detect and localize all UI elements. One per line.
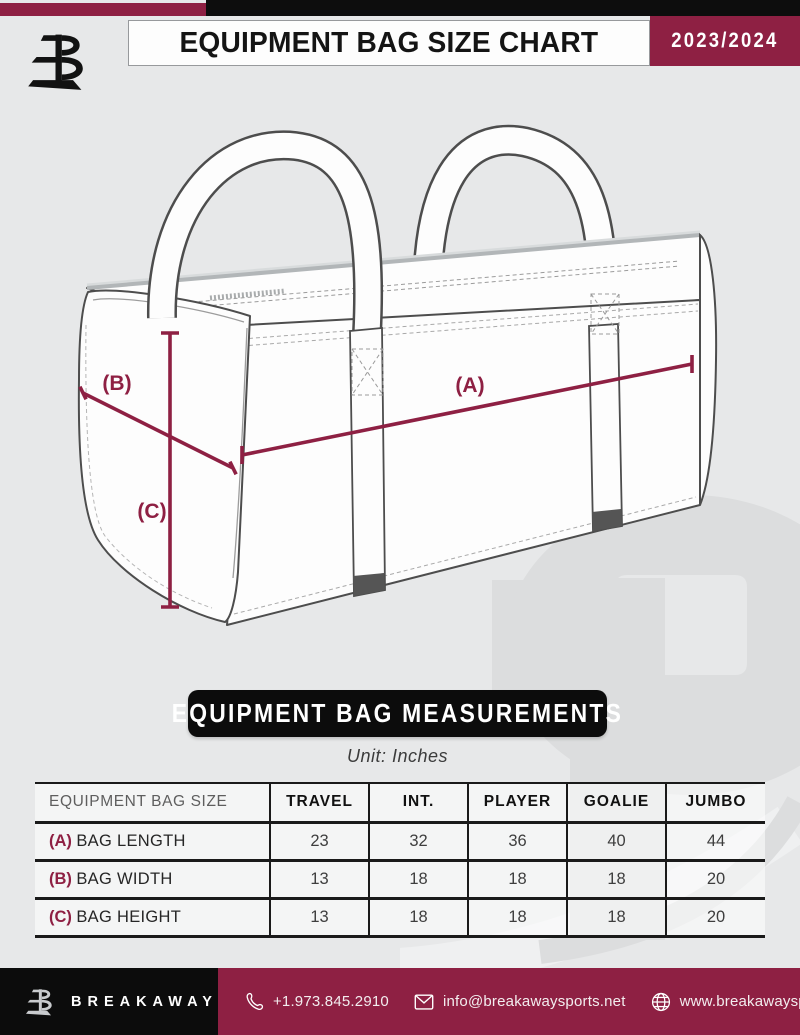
- bag-straps: [349, 293, 623, 598]
- brand-logo-icon: [24, 23, 94, 98]
- website-url: www.breakawaysports.net: [679, 993, 800, 1010]
- cell-value: 18: [566, 898, 666, 936]
- header-black-strip: [206, 0, 800, 16]
- email-address: info@breakawaysports.net: [442, 993, 626, 1010]
- header-accent-strip: [0, 3, 206, 16]
- cell-value: 18: [467, 860, 567, 898]
- season-badge: 2023/2024: [650, 16, 800, 66]
- email-link[interactable]: info@breakawaysports.net: [413, 991, 626, 1013]
- phone-number: +1.973.845.2910: [272, 993, 389, 1010]
- cell-value: 32: [368, 822, 468, 860]
- table-row: (B) BAG WIDTH 13 18 18 18 20: [35, 860, 765, 898]
- measurements-banner: EQUIPMENT BAG MEASUREMENTS: [172, 690, 621, 737]
- table-row: (A) BAG LENGTH 23 32 36 40 44: [35, 822, 765, 860]
- table-header-row: EQUIPMENT BAG SIZE TRAVEL INT. PLAYER GO…: [35, 783, 765, 822]
- cell-value: 23: [269, 822, 369, 860]
- brand-name: BREAKAWAY: [71, 993, 218, 1010]
- phone-icon: [246, 992, 264, 1010]
- cell-value: 44: [665, 822, 765, 860]
- measure-label-b: (B): [102, 372, 131, 395]
- cell-value: 40: [566, 822, 666, 860]
- size-table: EQUIPMENT BAG SIZE TRAVEL INT. PLAYER GO…: [35, 782, 765, 938]
- bag-back-handle: [411, 124, 618, 333]
- column-header-int: INT.: [368, 783, 468, 822]
- season-label: 2023/2024: [671, 29, 779, 52]
- column-header-goalie: GOALIE: [566, 783, 666, 822]
- table-row: (C) BAG HEIGHT 13 18 18 18 20: [35, 898, 765, 936]
- page-title: EQUIPMENT BAG SIZE CHART: [179, 26, 599, 59]
- cell-value: 13: [269, 898, 369, 936]
- measurements-banner-label: EQUIPMENT BAG MEASUREMENTS: [171, 698, 624, 728]
- bag-illustration: (A) (B) (C): [77, 124, 718, 626]
- row-label-bag-length: (A) BAG LENGTH: [35, 822, 270, 860]
- measurement-lines: [78, 331, 694, 609]
- footer-brand-block: BREAKAWAY: [0, 968, 218, 1035]
- cell-value: 18: [566, 860, 666, 898]
- column-header-player: PLAYER: [467, 783, 567, 822]
- column-header-jumbo: JUMBO: [665, 783, 765, 822]
- column-header-size: EQUIPMENT BAG SIZE: [35, 783, 270, 822]
- cell-value: 20: [665, 860, 765, 898]
- measure-label-c: (C): [137, 500, 166, 523]
- unit-label: Unit: Inches: [346, 746, 449, 766]
- phone-link[interactable]: +1.973.845.2910: [244, 991, 389, 1012]
- page-title-box: EQUIPMENT BAG SIZE CHART: [128, 20, 650, 66]
- cell-value: 18: [368, 898, 468, 936]
- footer-logo-icon: [24, 984, 57, 1019]
- measure-key-b: (B): [49, 869, 72, 888]
- cell-value: 13: [269, 860, 369, 898]
- cell-value: 18: [368, 860, 468, 898]
- footer: BREAKAWAY +1.973.845.2910 info@breakaway…: [0, 968, 800, 1035]
- measure-label-a: (A): [455, 374, 484, 397]
- row-label-bag-width: (B) BAG WIDTH: [35, 860, 270, 898]
- footer-contact-bar: +1.973.845.2910 info@breakawaysports.net…: [217, 968, 800, 1035]
- bag-front-handle: [146, 130, 384, 335]
- cell-value: 18: [467, 898, 567, 936]
- column-header-travel: TRAVEL: [269, 783, 369, 822]
- email-icon: [414, 993, 434, 1010]
- row-label-bag-height: (C) BAG HEIGHT: [35, 898, 270, 936]
- cell-value: 36: [467, 822, 567, 860]
- measure-key-a: (A): [49, 831, 72, 850]
- website-link[interactable]: www.breakawaysports.net: [650, 991, 800, 1013]
- globe-icon: [651, 992, 670, 1011]
- cell-value: 20: [665, 898, 765, 936]
- measure-key-c: (C): [49, 907, 72, 926]
